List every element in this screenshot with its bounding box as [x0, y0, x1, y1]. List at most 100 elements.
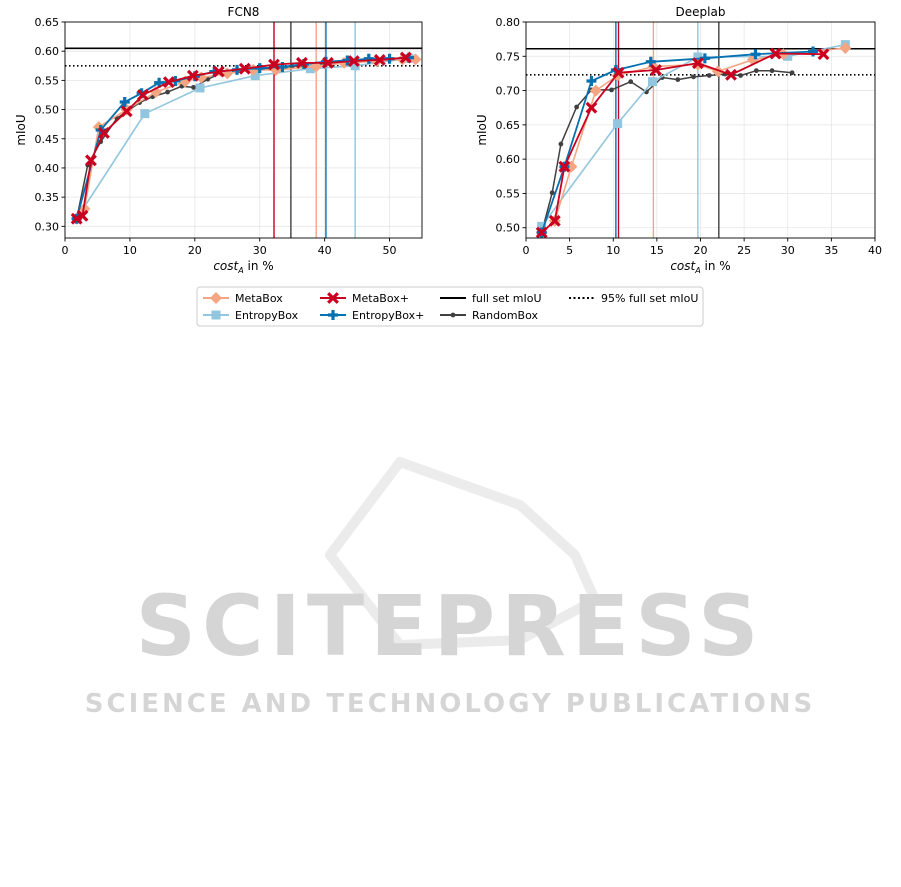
point-randombox	[789, 70, 795, 76]
point-metabox-plus	[558, 160, 571, 173]
x-tick-label: 5	[566, 244, 573, 257]
x-tick-label: 25	[737, 244, 751, 257]
y-tick-label: 0.40	[35, 162, 60, 175]
point-metabox-plus	[725, 68, 737, 81]
point-metabox-plus	[295, 56, 308, 69]
series-line-entropybox-plus	[540, 50, 814, 233]
point-entropybox	[305, 64, 315, 74]
series-line-metabox-plus	[76, 56, 406, 220]
point-randombox	[769, 68, 775, 74]
chart-title: FCN8	[228, 5, 260, 19]
y-tick-label: 0.35	[35, 191, 60, 204]
point-metabox	[839, 42, 852, 55]
point-randombox	[628, 79, 634, 85]
x-axis-label: costA in %	[670, 259, 730, 275]
point-entropybox-plus	[750, 49, 761, 60]
y-tick-label: 0.70	[496, 85, 521, 98]
point-metabox-plus	[238, 62, 251, 75]
x-axis-label-subscript: A	[237, 266, 243, 275]
legend: MetaBox EntropyBox MetaBox+ EntropyBox+ full…	[196, 286, 704, 327]
point-metabox-plus	[347, 55, 360, 68]
fcn8-chart: 0 10 20 30 40 50 0.30 0.35 0.40 0.45 0.50 0.55 0.60 0…	[14, 5, 423, 275]
y-axis-label: mIoU	[475, 114, 489, 145]
series-entropybox	[537, 40, 850, 231]
point-metabox-plus	[212, 65, 225, 78]
point-metabox-plus	[817, 48, 830, 61]
series-metabox	[535, 42, 852, 238]
x-axis-label-main: cost	[213, 259, 239, 273]
x-tick-label: 20	[188, 244, 202, 257]
plot-area	[65, 22, 422, 238]
y-tick-label: 0.55	[496, 187, 521, 200]
point-metabox	[92, 121, 105, 134]
x-tick-label: 0	[62, 244, 69, 257]
point-metabox	[589, 84, 602, 97]
legend-label: full set mIoU	[472, 292, 542, 305]
point-metabox-plus	[186, 69, 199, 82]
point-randombox	[191, 84, 196, 90]
point-randombox	[609, 87, 614, 93]
y-tick-label: 0.55	[35, 74, 60, 87]
point-entropybox	[613, 118, 623, 128]
point-randombox	[753, 68, 759, 74]
x-axis-label: costA in %	[213, 259, 273, 275]
x-axis-label-rest: in %	[701, 259, 731, 273]
point-entropybox-plus	[586, 75, 597, 86]
point-metabox-plus	[399, 51, 412, 64]
x-tick-label: 20	[694, 244, 708, 257]
point-metabox-plus	[162, 76, 175, 89]
series-randombox	[539, 68, 795, 235]
x-tick-label: 40	[318, 244, 332, 257]
point-metabox-plus	[585, 101, 598, 114]
series-line-entropybox-plus	[75, 56, 410, 219]
point-metabox-plus	[321, 56, 334, 69]
legend-swatch-marker	[327, 292, 339, 304]
point-entropybox-plus	[254, 63, 265, 74]
y-tick-label: 0.65	[35, 16, 60, 29]
watermark-main-text: SCITEPRESS	[136, 577, 765, 675]
point-metabox-plus	[70, 212, 83, 225]
y-tick-label: 0.60	[35, 45, 60, 58]
x-tick-label: 15	[650, 244, 664, 257]
y-tick-label: 0.30	[35, 220, 60, 233]
point-metabox-plus	[98, 126, 110, 139]
legend-label: EntropyBox	[235, 309, 299, 322]
legend-swatch-marker	[211, 310, 221, 320]
point-metabox-plus	[268, 58, 280, 71]
legend-label: 95% full set mIoU	[601, 292, 698, 305]
point-entropybox	[350, 61, 360, 71]
legend-item-95-full-set-miou: 95% full set mIoU	[569, 292, 698, 305]
legend-item-full-set-miou: full set mIoU	[440, 292, 542, 305]
y-tick-label: 0.50	[35, 104, 60, 117]
legend-label: MetaBox+	[352, 292, 409, 305]
watermark-sub-text: SCIENCE AND TECHNOLOGY PUBLICATIONS	[85, 689, 815, 719]
y-tick-label: 0.60	[496, 153, 521, 166]
y-tick-label: 0.65	[496, 119, 521, 132]
point-randombox	[549, 190, 555, 196]
point-entropybox	[693, 52, 703, 62]
series-metabox-plus	[535, 47, 830, 238]
point-entropybox-plus	[119, 96, 130, 107]
x-axis-label-subscript: A	[694, 266, 700, 275]
point-randombox	[691, 74, 696, 80]
legend-label: RandomBox	[472, 309, 538, 322]
point-randombox	[558, 141, 564, 147]
series-line-entropybox	[541, 43, 846, 227]
y-axis-label: mIoU	[14, 114, 28, 145]
point-metabox-plus	[769, 47, 782, 60]
point-entropybox	[250, 71, 260, 81]
point-entropybox-plus	[645, 56, 656, 67]
plot-area	[526, 22, 875, 238]
y-tick-label: 0.80	[496, 16, 521, 29]
y-tick-label: 0.75	[496, 50, 521, 63]
point-randombox	[574, 104, 580, 110]
point-metabox-plus	[373, 54, 386, 66]
x-tick-label: 40	[868, 244, 882, 257]
point-metabox-plus	[612, 66, 625, 79]
deeplab-chart: 0 5 10 15 20 25 30 35 40 0.50 0.55 0.60 0.65 0.70 0.75…	[475, 5, 882, 275]
y-tick-label: 0.50	[496, 222, 521, 235]
x-tick-label: 0	[523, 244, 530, 257]
point-entropybox	[195, 83, 205, 93]
publisher-watermark: SCITEPRESS SCIENCE AND TECHNOLOGY PUBLIC…	[85, 457, 815, 719]
x-tick-label: 10	[123, 244, 137, 257]
